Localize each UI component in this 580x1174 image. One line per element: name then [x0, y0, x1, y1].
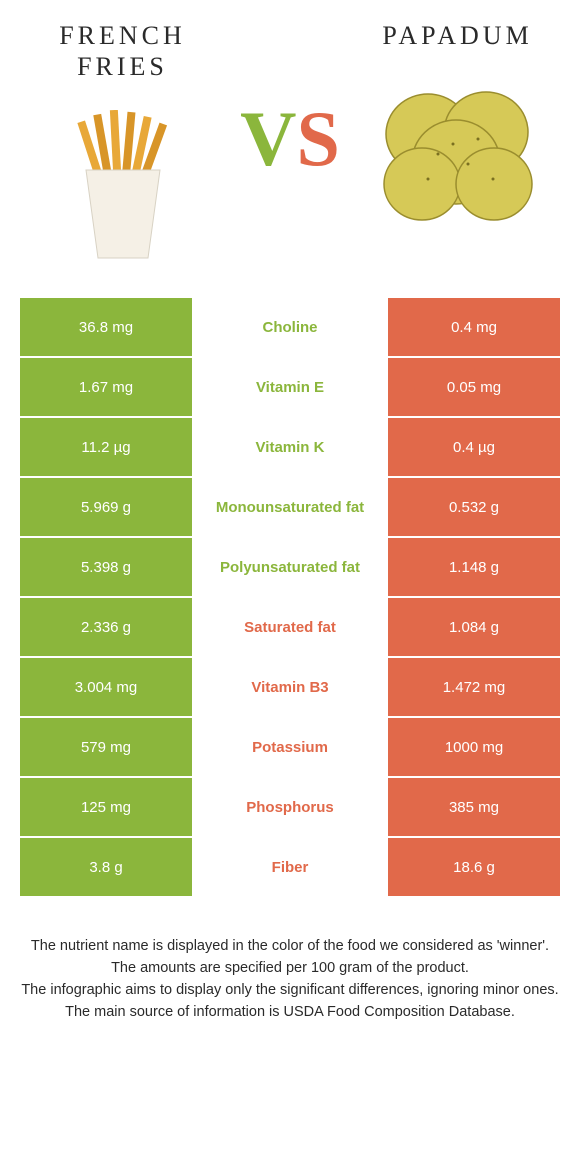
right-value-cell: 0.4 mg: [388, 298, 560, 356]
right-value-cell: 0.4 µg: [388, 418, 560, 476]
table-row: 36.8 mgCholine0.4 mg: [20, 298, 560, 356]
left-value-cell: 3.8 g: [20, 838, 192, 896]
table-row: 11.2 µgVitamin K0.4 µg: [20, 418, 560, 476]
table-row: 579 mgPotassium1000 mg: [20, 718, 560, 776]
footer-line-2: The amounts are specified per 100 gram o…: [20, 958, 560, 980]
nutrient-label-cell: Polyunsaturated fat: [192, 538, 388, 596]
nutrient-label-cell: Phosphorus: [192, 778, 388, 836]
vs-letter-s: S: [296, 100, 339, 178]
left-value-cell: 1.67 mg: [20, 358, 192, 416]
left-value-cell: 11.2 µg: [20, 418, 192, 476]
left-food-title: FRENCH FRIES: [59, 20, 186, 82]
nutrient-comparison-table: 36.8 mgCholine0.4 mg1.67 mgVitamin E0.05…: [20, 298, 560, 896]
left-value-cell: 5.398 g: [20, 538, 192, 596]
table-row: 5.969 gMonounsaturated fat0.532 g: [20, 478, 560, 536]
nutrient-label-cell: Vitamin E: [192, 358, 388, 416]
footer-line-4: The main source of information is USDA F…: [20, 1002, 560, 1024]
footer-notes: The nutrient name is displayed in the co…: [20, 936, 560, 1023]
left-value-cell: 5.969 g: [20, 478, 192, 536]
papadum-image: [373, 69, 543, 239]
table-row: 3.8 gFiber18.6 g: [20, 838, 560, 896]
right-value-cell: 0.05 mg: [388, 358, 560, 416]
nutrient-label-cell: Choline: [192, 298, 388, 356]
nutrient-label-cell: Vitamin K: [192, 418, 388, 476]
left-value-cell: 125 mg: [20, 778, 192, 836]
nutrient-label-cell: Monounsaturated fat: [192, 478, 388, 536]
vs-letter-v: V: [240, 100, 296, 178]
table-row: 2.336 gSaturated fat1.084 g: [20, 598, 560, 656]
table-row: 125 mgPhosphorus385 mg: [20, 778, 560, 836]
right-value-cell: 1.148 g: [388, 538, 560, 596]
nutrient-label-cell: Potassium: [192, 718, 388, 776]
right-value-cell: 385 mg: [388, 778, 560, 836]
left-value-cell: 3.004 mg: [20, 658, 192, 716]
right-value-cell: 18.6 g: [388, 838, 560, 896]
papadum-icon: [384, 92, 532, 220]
left-value-cell: 36.8 mg: [20, 298, 192, 356]
french-fries-image: [38, 100, 208, 270]
nutrient-label-cell: Vitamin B3: [192, 658, 388, 716]
left-food-column: FRENCH FRIES: [30, 20, 215, 270]
left-value-cell: 2.336 g: [20, 598, 192, 656]
nutrient-label-cell: Fiber: [192, 838, 388, 896]
fries-icon: [77, 110, 167, 258]
right-food-title: PAPADUM: [382, 20, 532, 51]
right-value-cell: 1.084 g: [388, 598, 560, 656]
right-value-cell: 1.472 mg: [388, 658, 560, 716]
footer-line-3: The infographic aims to display only the…: [20, 980, 560, 1002]
right-value-cell: 0.532 g: [388, 478, 560, 536]
table-row: 1.67 mgVitamin E0.05 mg: [20, 358, 560, 416]
right-food-column: PAPADUM: [365, 20, 550, 239]
nutrient-label-cell: Saturated fat: [192, 598, 388, 656]
right-value-cell: 1000 mg: [388, 718, 560, 776]
left-value-cell: 579 mg: [20, 718, 192, 776]
table-row: 5.398 gPolyunsaturated fat1.148 g: [20, 538, 560, 596]
footer-line-1: The nutrient name is displayed in the co…: [20, 936, 560, 958]
vs-label: VS: [215, 20, 365, 178]
table-row: 3.004 mgVitamin B31.472 mg: [20, 658, 560, 716]
comparison-header: FRENCH FRIES VS PAPADUM: [0, 0, 580, 280]
